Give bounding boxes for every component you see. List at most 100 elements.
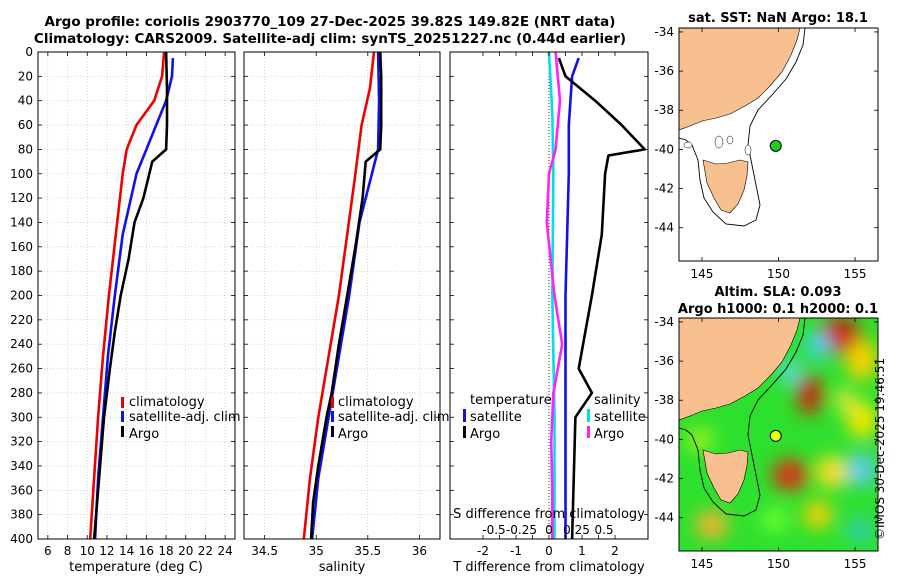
- map-y-tick-label: -42: [654, 472, 674, 486]
- difference-x-label: T difference from climatology: [452, 560, 645, 575]
- x-tick-label: 16: [139, 544, 154, 558]
- map-y-tick-label: -40: [654, 142, 674, 156]
- x-tick-label: 2: [611, 544, 619, 558]
- legend-swatch-satellite: [331, 411, 334, 422]
- x-tick-label: 34.5: [251, 544, 278, 558]
- y-tick-label: 360: [10, 483, 33, 497]
- legend-swatch-climatology: [331, 397, 334, 408]
- map-y-tick-label: -34: [654, 25, 674, 39]
- map-y-tick-label: -36: [654, 64, 674, 78]
- x-tick-label: 18: [158, 544, 173, 558]
- legend-swatch-salinity-argo: [587, 426, 590, 438]
- series-line-argo: [309, 52, 383, 539]
- series-line-temperature-argo: [557, 57, 647, 539]
- x2-tick-label: 0.5: [594, 523, 613, 537]
- map-y-tick-label: -38: [654, 103, 674, 117]
- legend-swatch-argo: [331, 426, 334, 437]
- salinity-x-label: salinity: [319, 560, 366, 575]
- map-x-tick-label: 155: [844, 267, 867, 281]
- x-tick-label: 8: [64, 544, 72, 558]
- legend-swatch-temperature-argo: [463, 426, 466, 438]
- x-tick-label: -2: [477, 544, 489, 558]
- legend-label-temperature-satellite: satellite: [470, 410, 522, 425]
- y-tick-label: 340: [10, 459, 33, 473]
- y-tick-label: 240: [10, 337, 33, 351]
- x-tick-label: 1: [578, 544, 586, 558]
- legend-label-salinity-satellite: satellite: [594, 410, 646, 425]
- sst-map: sat. SST: NaN Argo: 18.1 145 150 155 -34 -36…: [654, 11, 879, 281]
- legend-swatch-climatology: [121, 397, 124, 408]
- x-tick-label: -1: [510, 544, 522, 558]
- series-line-climatology: [88, 52, 166, 539]
- x2-tick-label: -0.5: [482, 523, 505, 537]
- sst-tasmania: [702, 159, 749, 214]
- y-tick-label: 40: [18, 94, 33, 108]
- map-y-tick-label: -44: [654, 511, 674, 525]
- x2-tick-label: -0.25: [506, 523, 537, 537]
- series-line-salinity-argo: [545, 52, 564, 539]
- x-tick-label: 36: [412, 544, 427, 558]
- sla-field: [686, 318, 878, 542]
- x-tick-label: 6: [44, 544, 52, 558]
- salinity-panel: 34.5 35 35.5 36 salinity climatology satell…: [243, 51, 450, 575]
- legend-label-satellite: satellite-adj. clim: [338, 410, 450, 425]
- y-tick-label: 80: [18, 142, 33, 156]
- map-y-tick-label: -44: [654, 221, 674, 235]
- legend-label-climatology: climatology: [129, 395, 205, 410]
- x-tick-label: 10: [80, 544, 95, 558]
- sla-shelf-contour: [679, 318, 806, 517]
- legend-swatch-salinity-satellite: [587, 409, 590, 422]
- map-x-tick-label: 150: [767, 267, 790, 281]
- sla-map-title: Altim. SLA: 0.093: [715, 285, 842, 300]
- sla-map: Altim. SLA: 0.093 Argo h1000: 0.1 h2000:…: [654, 285, 879, 571]
- x-tick-label: 0: [545, 544, 553, 558]
- x-tick-label: 22: [198, 544, 213, 558]
- map-y-tick-label: -38: [654, 393, 674, 407]
- y-tick-label: 380: [10, 508, 33, 522]
- map-y-tick-label: -40: [654, 432, 674, 446]
- temperature-x-label: temperature (deg C): [69, 560, 203, 575]
- x-tick-label: 14: [119, 544, 134, 558]
- series-line-climatology: [302, 52, 376, 539]
- argo-location-marker: [769, 429, 782, 442]
- y-tick-label: 140: [10, 215, 33, 229]
- y-tick-label: 320: [10, 435, 33, 449]
- temperature-legend: climatology satellite-adj. clim Argo: [121, 395, 241, 442]
- map-y-tick-label: -42: [654, 182, 674, 196]
- salinity-legend: climatology satellite-adj. clim Argo: [331, 395, 450, 442]
- legend-swatch-argo: [121, 426, 124, 437]
- y-tick-label: 260: [10, 362, 33, 376]
- temperature-panel: 0 20 40 60 80 100 120 140 160 180 200 220 240 260 280 3…: [10, 45, 241, 575]
- map-x-tick-label: 150: [767, 557, 790, 571]
- y-tick-label: 60: [18, 118, 33, 132]
- legend-label-climatology: climatology: [338, 395, 414, 410]
- y-tick-label: 160: [10, 240, 33, 254]
- y-tick-label: 220: [10, 313, 33, 327]
- y-tick-label: 400: [10, 532, 33, 546]
- sla-tasmania: [702, 449, 749, 504]
- legend-swatch-temperature-satellite: [463, 409, 466, 422]
- x-tick-label: 35: [309, 544, 324, 558]
- x-tick-label: 35.5: [354, 544, 381, 558]
- legend-title-salinity: salinity: [594, 393, 641, 408]
- x-tick-label: 20: [178, 544, 193, 558]
- legend-title-temperature: temperature: [470, 393, 552, 408]
- y-tick-label: 100: [10, 167, 33, 181]
- legend-label-temperature-argo: Argo: [470, 427, 500, 442]
- difference-panel: -2 -1 0 1 2 -0.5 -0.25 0 0.25 0.5 T difference fr…: [449, 51, 649, 575]
- map-x-tick-label: 145: [691, 267, 714, 281]
- sla-map-subtitle: Argo h1000: 0.1 h2000: 0.1: [678, 302, 878, 317]
- map-y-tick-label: -34: [654, 315, 674, 329]
- imos-credit: ©IMOS 30-Dec-2025 19:46:51: [873, 357, 887, 540]
- x2-tick-label: 0.25: [563, 523, 590, 537]
- y-tick-label: 200: [10, 289, 33, 303]
- sst-shelf-contour: [679, 28, 806, 227]
- series-line-temperature-satellite: [564, 57, 580, 539]
- y-tick-label: 120: [10, 191, 33, 205]
- y-tick-label: 20: [18, 69, 33, 83]
- difference-legend-right: salinity satellite Argo: [587, 393, 646, 442]
- legend-label-argo: Argo: [338, 427, 368, 442]
- x-tick-label: 12: [99, 544, 114, 558]
- series-line-salinity-satellite: [547, 52, 556, 539]
